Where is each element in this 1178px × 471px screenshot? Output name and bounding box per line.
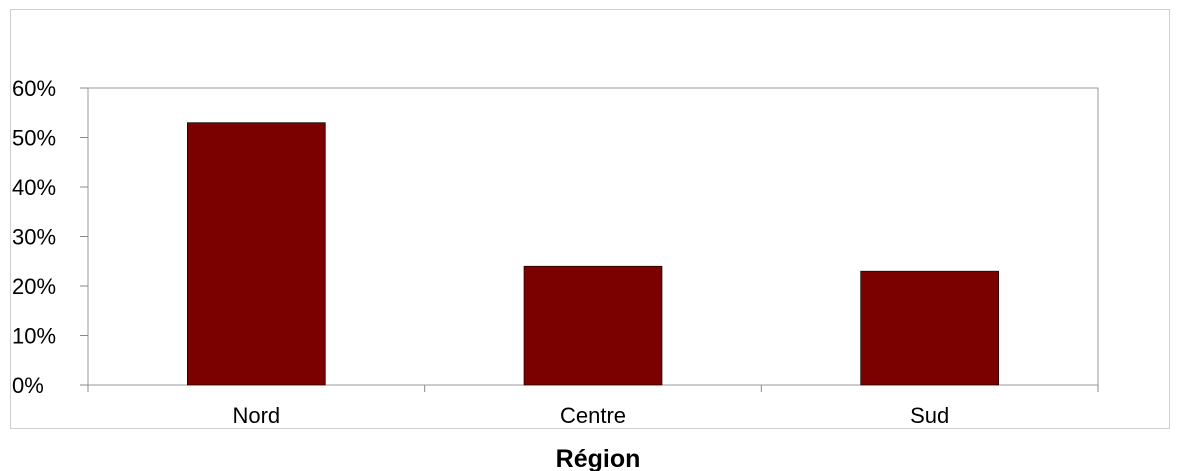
y-tick-label: 40% bbox=[12, 175, 56, 200]
bar-nord bbox=[187, 122, 326, 386]
x-tick-label-centre: Centre bbox=[560, 403, 626, 428]
y-tick-label: 20% bbox=[12, 274, 56, 299]
y-tick-label: 30% bbox=[12, 225, 56, 250]
x-axis-title: Région bbox=[556, 445, 641, 471]
x-tick-label-sud: Sud bbox=[910, 403, 949, 428]
x-tick-label-nord: Nord bbox=[232, 403, 280, 428]
y-tick-label: 0% bbox=[12, 373, 44, 398]
bars-group bbox=[187, 122, 999, 386]
bar-sud bbox=[860, 270, 999, 386]
y-tick-label: 50% bbox=[12, 126, 56, 151]
x-axis: Nord Centre Sud bbox=[87, 385, 1099, 428]
bar-centre bbox=[523, 265, 663, 386]
y-tick-label: 60% bbox=[12, 76, 56, 101]
y-axis: 0% 10% 20% 30% 40% 50% 60% bbox=[12, 76, 88, 398]
chart-frame bbox=[10, 9, 1170, 429]
y-tick-label: 10% bbox=[12, 324, 56, 349]
